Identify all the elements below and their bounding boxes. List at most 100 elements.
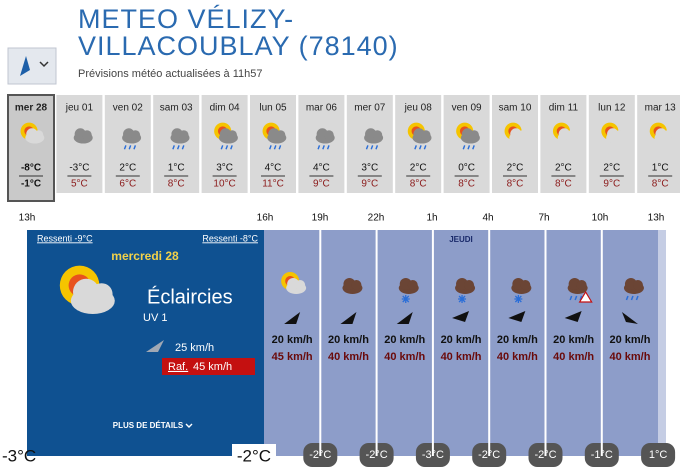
gust-speed: 40 km/h xyxy=(609,351,650,363)
wind-speed: 20 km/h xyxy=(328,334,369,346)
condition: Éclaircies xyxy=(147,285,233,308)
rain-drop xyxy=(317,145,321,150)
snowflake xyxy=(458,295,467,303)
day-cell[interactable] xyxy=(588,95,635,193)
day-label: mer 07 xyxy=(354,103,386,114)
weather-icon xyxy=(504,122,529,144)
cloud xyxy=(372,130,383,140)
wind-arrow xyxy=(508,311,526,322)
wind-arrow xyxy=(452,311,470,322)
min-temp: 3°C xyxy=(216,163,233,174)
weather-icon xyxy=(315,128,335,150)
cloud xyxy=(82,130,92,140)
day-label: lun 05 xyxy=(259,103,287,114)
wind-speed: 20 km/h xyxy=(384,334,425,346)
max-temp: 8°C xyxy=(168,179,185,190)
wind-arrow-group xyxy=(508,311,526,322)
min-temp: 1°C xyxy=(168,163,185,174)
day-label: mer 28 xyxy=(15,103,48,114)
felt-temp: Ressenti -8°C xyxy=(202,233,258,243)
end-temp-bg xyxy=(232,444,276,470)
start-temp: -3°C xyxy=(2,446,36,465)
hour-label: 13h xyxy=(648,213,665,224)
location-button[interactable] xyxy=(7,47,57,85)
cloud xyxy=(614,130,625,140)
weather-icon xyxy=(398,278,419,303)
gust-box xyxy=(162,358,255,375)
day-label: jeu 01 xyxy=(65,103,94,114)
day-cell[interactable] xyxy=(443,95,490,193)
day-cell[interactable] xyxy=(540,95,587,193)
weather-icon xyxy=(455,278,476,303)
rain-drop xyxy=(414,145,417,150)
cloud xyxy=(179,130,189,140)
max-temp: 8°C xyxy=(410,179,427,190)
day-cell[interactable] xyxy=(201,95,248,193)
max-temp: 8°C xyxy=(458,179,475,190)
rain-drop xyxy=(467,145,471,150)
weather-icon xyxy=(170,128,190,150)
weather-icon xyxy=(20,122,45,144)
rain-drop xyxy=(326,145,330,150)
cloud xyxy=(275,130,286,140)
cloud xyxy=(469,130,479,140)
wind-speed: 25 km/h xyxy=(175,342,214,354)
rain-drop xyxy=(181,145,185,150)
day-label: mar 06 xyxy=(306,103,338,114)
weather-icon xyxy=(456,122,480,150)
selected-day-cell[interactable] xyxy=(7,94,55,202)
gust-speed: 40 km/h xyxy=(553,351,594,363)
max-temp: 9°C xyxy=(603,179,620,190)
rain-drop xyxy=(225,145,229,150)
min-temp: 4°C xyxy=(265,163,282,174)
day-cell[interactable] xyxy=(637,95,680,193)
cloud xyxy=(90,283,113,306)
hour-label: 10h xyxy=(592,213,609,224)
current-panel xyxy=(27,230,264,456)
details-link[interactable]: PLUS DE DÉTAILS xyxy=(113,421,184,430)
wind-speed: 20 km/h xyxy=(609,334,650,346)
weather-icon xyxy=(59,265,115,314)
max-temp: 8°C xyxy=(652,179,669,190)
rain-drop xyxy=(375,145,379,150)
day-cell[interactable] xyxy=(153,95,200,193)
day-label: sam 03 xyxy=(160,103,193,114)
weather-icon xyxy=(567,278,593,303)
cloud xyxy=(130,130,141,140)
rain-drop xyxy=(230,145,233,150)
snowflake xyxy=(514,295,523,303)
day-cell[interactable] xyxy=(492,95,538,193)
day-cell[interactable] xyxy=(298,95,345,193)
subtitle: Prévisions météo actualisées à 11h57 xyxy=(78,68,262,80)
day-cell[interactable] xyxy=(104,95,151,193)
day-cell[interactable] xyxy=(56,95,103,193)
rain-drop xyxy=(423,145,427,150)
hourly-temp: 1°C xyxy=(649,449,668,461)
day-cell[interactable] xyxy=(250,95,296,193)
gust-speed: 45 km/h xyxy=(272,351,313,363)
day-label: ven 02 xyxy=(113,103,143,114)
title-line: VILLACOUBLAY (78140) xyxy=(78,31,399,61)
snowflake xyxy=(401,295,410,303)
rain-drop xyxy=(365,145,369,150)
weather-icon xyxy=(649,122,674,144)
rain-drop xyxy=(418,145,422,150)
current-day: mercredi 28 xyxy=(111,249,179,263)
min-temp: -3°C xyxy=(69,163,89,174)
hourly-panel xyxy=(264,230,658,456)
wind-arrow xyxy=(146,340,164,352)
cloud xyxy=(520,280,531,290)
max-temp: 9°C xyxy=(313,179,330,190)
wind-arrow xyxy=(340,312,357,324)
min-temp: 2°C xyxy=(410,163,427,174)
day-cell[interactable] xyxy=(395,95,442,193)
day-cell[interactable] xyxy=(346,95,393,193)
min-temp: 2°C xyxy=(507,163,524,174)
rain-drop xyxy=(133,145,137,150)
weather-icon xyxy=(407,122,432,150)
rain-drop xyxy=(269,145,272,150)
wind-arrow-group xyxy=(284,312,301,324)
hour-label: 22h xyxy=(368,213,385,224)
rain-drop xyxy=(128,145,132,150)
